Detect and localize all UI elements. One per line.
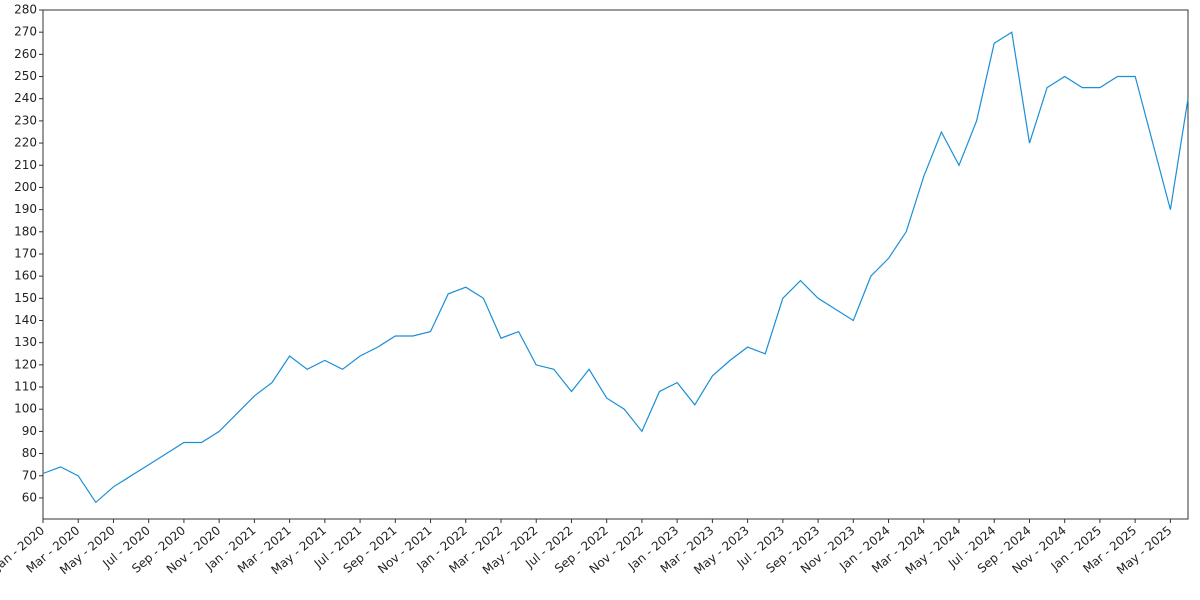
y-tick-label: 150 (14, 291, 37, 305)
y-tick-label: 190 (14, 202, 37, 216)
y-tick-label: 200 (14, 180, 37, 194)
y-tick-label: 230 (14, 113, 37, 127)
y-tick-label: 280 (14, 3, 37, 17)
y-tick-label: 110 (14, 380, 37, 394)
y-tick-label: 70 (22, 468, 37, 482)
plot-frame (42, 9, 1189, 520)
y-tick-label: 100 (14, 402, 37, 416)
y-tick-label: 170 (14, 246, 37, 260)
y-tick-label: 130 (14, 335, 37, 349)
y-tick-label: 60 (22, 490, 37, 504)
line (42, 31, 1189, 504)
y-tick-label: 250 (14, 69, 37, 83)
y-tick-label: 90 (22, 424, 37, 438)
y-tick-label: 80 (22, 446, 37, 460)
y-tick-label: 220 (14, 136, 37, 150)
y-tick-label: 260 (14, 47, 37, 61)
y-tick-label: 160 (14, 269, 37, 283)
y-tick-label: 120 (14, 357, 37, 371)
y-tick-label: 240 (14, 91, 37, 105)
y-tick-label: 180 (14, 224, 37, 238)
y-tick-label: 270 (14, 25, 37, 39)
y-tick-label: 210 (14, 158, 37, 172)
y-tick-label: 140 (14, 313, 37, 327)
